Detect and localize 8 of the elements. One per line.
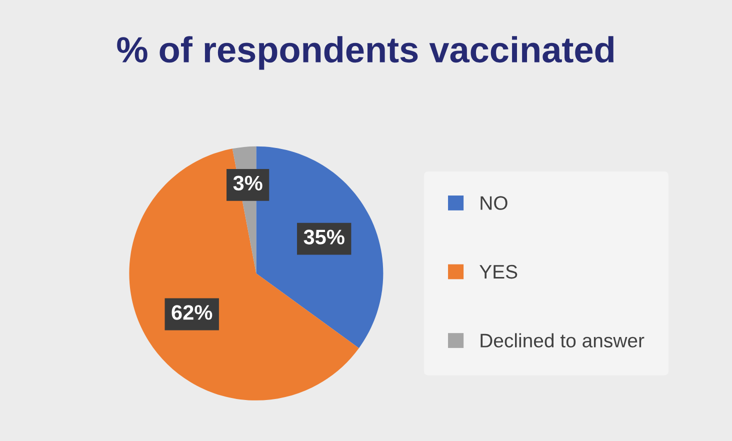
data-label: 62% <box>172 305 212 320</box>
chart-title: % of respondents vaccinated <box>117 36 614 70</box>
legend-label: Declined to answer <box>480 333 644 348</box>
legend-label: YES <box>480 264 518 279</box>
data-label: 35% <box>304 230 344 244</box>
data-label: 3% <box>233 176 262 191</box>
pie-slice <box>129 148 359 400</box>
legend-label: NO <box>480 196 508 210</box>
